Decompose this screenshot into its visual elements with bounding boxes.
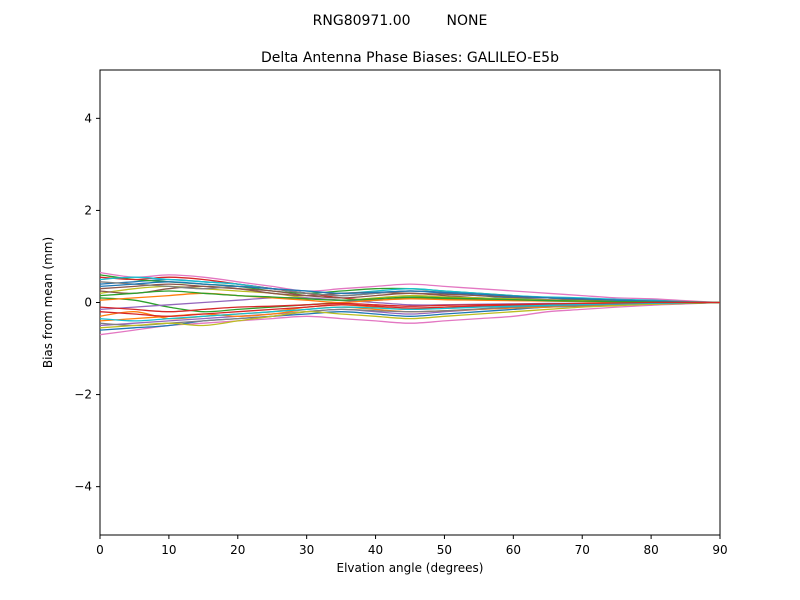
series-line (99, 276, 721, 304)
x-tick-label: 70 (575, 543, 590, 557)
x-tick-label: 80 (643, 543, 658, 557)
series-line (99, 301, 721, 329)
y-tick-label: 0 (84, 296, 92, 310)
x-tick-label: 30 (299, 543, 314, 557)
series-lines (99, 271, 721, 336)
x-tick-label: 0 (96, 543, 104, 557)
x-axis-label: Elvation angle (degrees) (337, 561, 484, 575)
series-line (99, 281, 721, 304)
y-tick-label: −2 (74, 388, 92, 402)
y-tick-label: 4 (84, 111, 92, 125)
series-line (99, 301, 721, 322)
x-tick-label: 90 (712, 543, 727, 557)
x-tick-label: 10 (161, 543, 176, 557)
figure-title: RNG80971.00 NONE (313, 13, 488, 29)
series-line (99, 271, 721, 304)
x-tick-label: 50 (437, 543, 452, 557)
y-axis-ticks: −4 −2 0 2 4 (74, 111, 100, 494)
y-tick-label: −4 (74, 480, 92, 494)
x-tick-label: 60 (506, 543, 521, 557)
x-tick-label: 40 (368, 543, 383, 557)
figure-title-left: RNG80971.00 (313, 13, 411, 29)
series-line (99, 290, 721, 304)
x-axis-ticks: 0 10 20 30 40 50 60 70 80 90 (96, 535, 728, 557)
figure-title-right: NONE (447, 13, 488, 29)
x-tick-label: 20 (230, 543, 245, 557)
y-axis-label: Bias from mean (mm) (41, 237, 55, 368)
y-tick-label: 2 (84, 203, 92, 217)
chart-title: Delta Antenna Phase Biases: GALILEO-E5b (261, 50, 559, 66)
series-line (99, 301, 721, 336)
series-line (99, 301, 721, 313)
